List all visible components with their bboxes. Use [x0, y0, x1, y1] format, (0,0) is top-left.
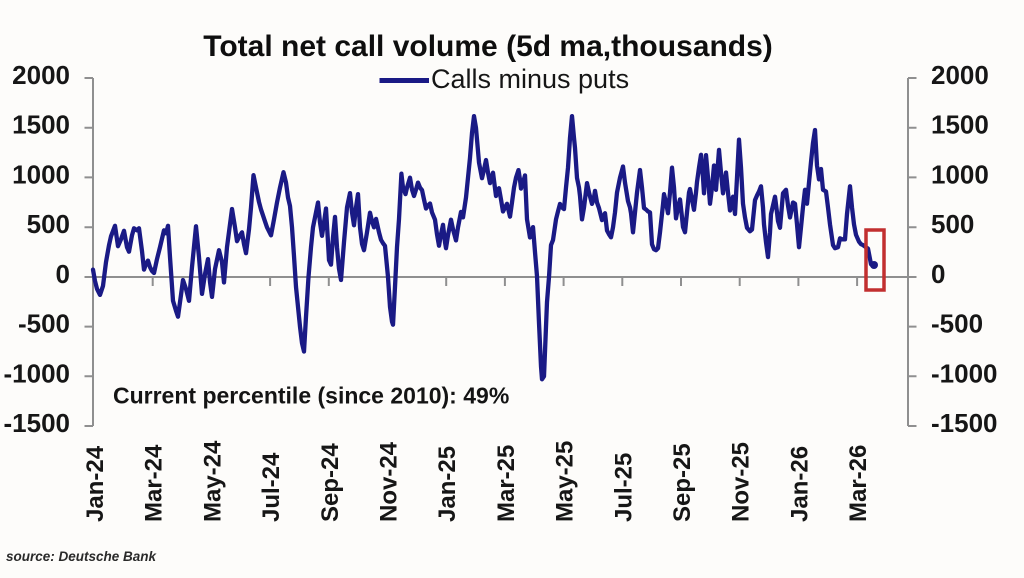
- svg-text:Mar-24: Mar-24: [141, 444, 168, 522]
- svg-text:Jan-25: Jan-25: [434, 446, 461, 522]
- svg-text:-1000: -1000: [931, 358, 998, 388]
- svg-text:Sep-24: Sep-24: [317, 443, 344, 522]
- svg-text:1500: 1500: [12, 110, 70, 140]
- svg-text:source: Deutsche Bank: source: Deutsche Bank: [6, 549, 158, 564]
- svg-text:Current percentile (since 2010: Current percentile (since 2010): 49%: [113, 383, 509, 409]
- svg-text:-500: -500: [931, 309, 983, 339]
- svg-text:Nov-25: Nov-25: [728, 442, 755, 522]
- svg-text:Calls minus puts: Calls minus puts: [431, 64, 629, 94]
- svg-text:May-24: May-24: [199, 440, 226, 522]
- svg-text:Mar-25: Mar-25: [493, 445, 520, 522]
- svg-text:1500: 1500: [931, 110, 989, 140]
- svg-text:-500: -500: [18, 309, 70, 339]
- svg-text:-1500: -1500: [931, 408, 998, 438]
- svg-text:May-25: May-25: [552, 441, 579, 522]
- svg-text:Jan-24: Jan-24: [82, 445, 109, 522]
- svg-text:2000: 2000: [931, 60, 989, 90]
- svg-text:-1000: -1000: [4, 358, 71, 388]
- svg-text:0: 0: [56, 259, 70, 289]
- svg-text:0: 0: [931, 259, 945, 289]
- svg-text:Jul-24: Jul-24: [258, 452, 285, 522]
- svg-text:Total net call volume (5d ma,t: Total net call volume (5d ma,thousands): [203, 30, 773, 63]
- svg-text:-1500: -1500: [4, 408, 71, 438]
- svg-text:Jul-25: Jul-25: [610, 453, 637, 522]
- svg-text:Nov-24: Nov-24: [376, 441, 403, 522]
- svg-text:Mar-26: Mar-26: [845, 445, 872, 522]
- svg-text:1000: 1000: [12, 159, 70, 189]
- svg-text:1000: 1000: [931, 159, 989, 189]
- svg-text:500: 500: [27, 209, 70, 239]
- svg-text:2000: 2000: [12, 60, 70, 90]
- svg-text:500: 500: [931, 209, 974, 239]
- svg-text:Jan-26: Jan-26: [786, 446, 813, 522]
- svg-text:Sep-25: Sep-25: [669, 443, 696, 522]
